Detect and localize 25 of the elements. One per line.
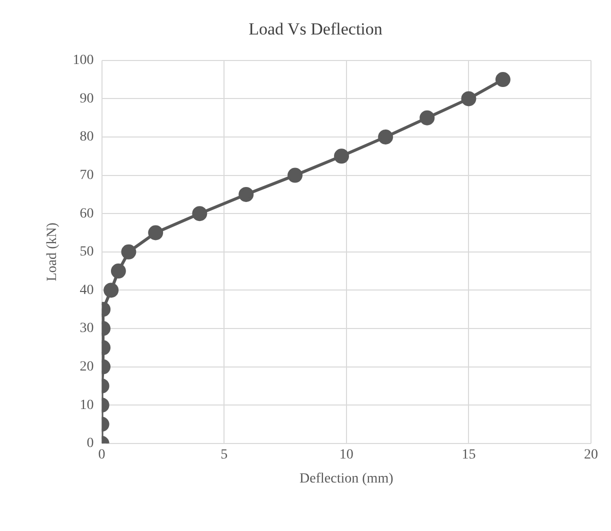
x-tick-label: 20	[584, 447, 598, 462]
point	[420, 110, 435, 126]
y-tick-label: 0	[86, 436, 94, 452]
y-tick-label: 90	[80, 91, 94, 106]
y-tick-label: 60	[80, 206, 94, 222]
y-tick-label: 80	[80, 130, 94, 145]
x-tick-label: 15	[462, 447, 476, 462]
y-tick-label: 30	[80, 321, 94, 336]
y-tick-label: 100	[72, 53, 94, 68]
x-axis-title: Deflection (mm)	[300, 471, 394, 486]
chart-title: Load Vs Deflection	[248, 20, 383, 39]
y-tick-label: 40	[80, 282, 94, 298]
x-tick-label: 10	[339, 447, 354, 462]
y-tick-label: 50	[80, 244, 94, 260]
point	[495, 72, 510, 88]
y-tick-label: 70	[80, 168, 94, 183]
y-tick-label: 20	[80, 359, 94, 374]
point	[334, 148, 350, 164]
point	[461, 91, 476, 106]
point	[378, 130, 394, 144]
x-tick-label: 5	[220, 447, 228, 462]
y-axis-title: Load (kN)	[45, 222, 60, 282]
y-tick-label: 10	[80, 398, 94, 413]
point	[288, 168, 303, 183]
x-tick-label: 0	[98, 447, 106, 462]
